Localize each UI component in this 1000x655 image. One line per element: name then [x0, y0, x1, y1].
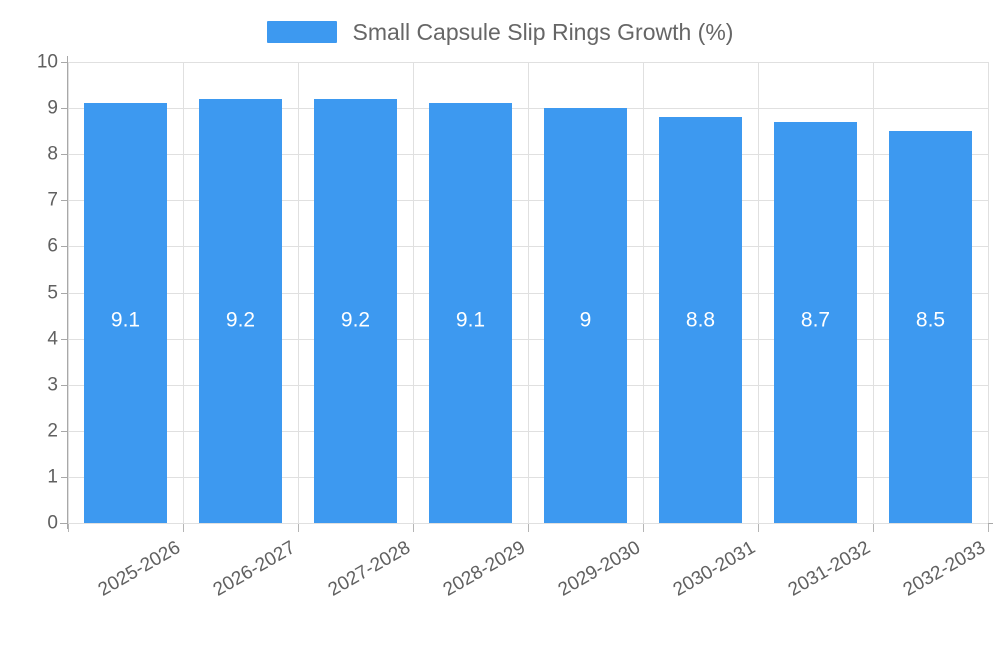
- legend-label-series-0[interactable]: Small Capsule Slip Rings Growth (%): [352, 18, 734, 45]
- bar[interactable]: [84, 103, 167, 523]
- bar-value-label: 9: [579, 308, 592, 332]
- bar-value-label: 9.2: [340, 308, 371, 332]
- x-axis-tick-mark: [68, 524, 69, 532]
- bar-value-label: 9.1: [455, 308, 486, 332]
- bar-value-label: 8.5: [915, 308, 946, 332]
- bar[interactable]: [199, 98, 282, 523]
- y-axis-tick-mark: [61, 108, 68, 110]
- y-axis-tick-label: 6: [47, 235, 58, 257]
- bar[interactable]: [314, 98, 397, 523]
- legend-swatch-series-0[interactable]: [266, 21, 337, 43]
- y-axis-tick-mark: [61, 430, 68, 432]
- gridline-vertical: [183, 62, 184, 523]
- y-axis-tick-mark: [61, 476, 68, 478]
- x-axis-tick-mark: [873, 524, 874, 532]
- gridline-vertical: [643, 62, 644, 523]
- x-axis-tick-mark: [528, 524, 529, 532]
- x-axis-tick-mark: [183, 524, 184, 532]
- y-axis-tick-label: 9: [47, 97, 58, 119]
- bar[interactable]: [659, 117, 742, 523]
- bar-chart: Small Capsule Slip Rings Growth (%) 0 1 2 3…: [0, 0, 1000, 601]
- y-axis-tick-label: 2: [47, 420, 58, 442]
- y-axis-tick-label: 5: [47, 282, 58, 303]
- plot-area: 9.1 9.2 9.2 9.1 9 8.8 8.7 8.5: [68, 62, 989, 524]
- y-axis-tick-mark: [61, 246, 68, 248]
- y-axis-tick-label: 8: [47, 143, 58, 165]
- x-axis-tick-mark: [413, 524, 414, 532]
- bar[interactable]: [889, 131, 972, 523]
- y-axis-tick-label: 10: [36, 51, 58, 73]
- gridline-vertical: [758, 62, 759, 523]
- bar-value-label: 8.7: [800, 308, 831, 332]
- chart-legend: Small Capsule Slip Rings Growth (%): [0, 12, 1000, 52]
- gridline-vertical: [68, 62, 69, 523]
- bar-value-label: 9.2: [225, 308, 256, 332]
- gridline-horizontal: [68, 523, 988, 524]
- gridline-vertical: [528, 62, 529, 523]
- y-axis-tick-mark: [61, 200, 68, 202]
- x-axis-tick-mark: [988, 524, 989, 532]
- x-axis-tick-mark: [643, 524, 644, 532]
- gridline-vertical: [988, 62, 989, 523]
- y-axis-tick-label: 4: [47, 328, 58, 350]
- y-axis-tick-mark: [61, 62, 68, 63]
- y-axis-tick-mark: [61, 338, 68, 340]
- y-axis-tick-label: 7: [47, 189, 58, 211]
- y-axis-tick-mark: [61, 154, 68, 156]
- y-axis-line: [67, 56, 68, 529]
- bar-value-label: 8.8: [685, 308, 716, 332]
- y-axis-tick-mark: [61, 384, 68, 386]
- y-axis-tick-label: 0: [47, 512, 58, 534]
- x-axis-tick-mark: [758, 524, 759, 532]
- y-axis: 0 1 2 3 4 5 6 7 8 9 10: [0, 0, 68, 600]
- y-axis-tick-mark: [61, 292, 68, 294]
- gridline-vertical: [413, 62, 414, 523]
- bar-value-label: 9.1: [110, 308, 141, 332]
- gridline-vertical: [873, 62, 874, 523]
- gridline-vertical: [298, 62, 299, 523]
- bar[interactable]: [544, 108, 627, 523]
- bar[interactable]: [429, 103, 512, 523]
- y-axis-tick-label: 3: [47, 374, 58, 396]
- x-axis-tick-mark: [298, 524, 299, 532]
- bar[interactable]: [774, 121, 857, 523]
- y-axis-tick-label: 1: [47, 466, 58, 488]
